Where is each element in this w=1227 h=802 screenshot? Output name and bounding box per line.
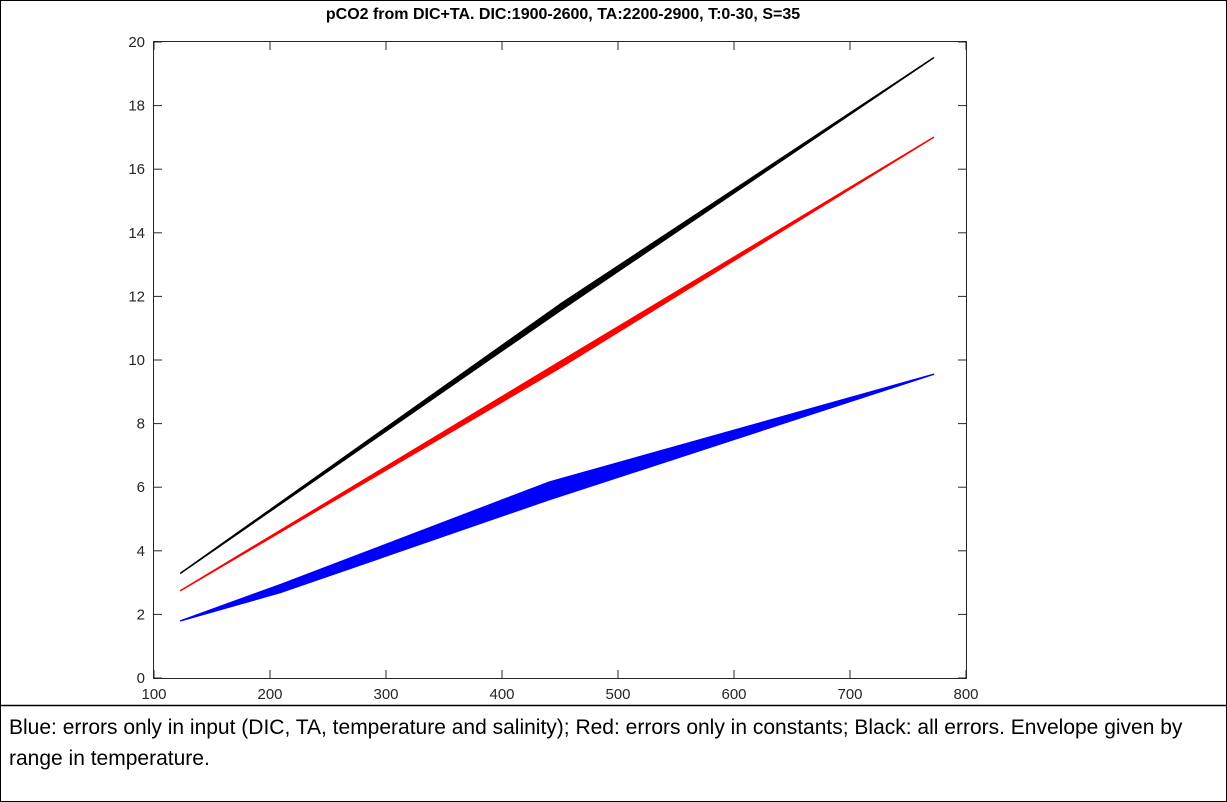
y-tick-label: 20 bbox=[128, 34, 145, 51]
x-tick-label: 300 bbox=[373, 686, 398, 703]
x-tick-label: 100 bbox=[141, 686, 166, 703]
chart-title: pCO2 from DIC+TA. DIC:1900-2600, TA:2200… bbox=[326, 6, 800, 23]
series-envelope-0 bbox=[179, 57, 935, 574]
series-envelope-1 bbox=[179, 136, 935, 592]
y-tick-label: 16 bbox=[128, 161, 145, 178]
y-tick-label: 8 bbox=[137, 416, 145, 433]
y-tick-label: 12 bbox=[128, 288, 145, 305]
y-tick-label: 0 bbox=[137, 670, 145, 687]
y-tick-label: 6 bbox=[137, 479, 145, 496]
data-series bbox=[179, 57, 935, 622]
x-tick-label: 500 bbox=[605, 686, 630, 703]
x-tick-label: 200 bbox=[257, 686, 282, 703]
y-tick-label: 10 bbox=[128, 352, 145, 369]
y-tick-label: 18 bbox=[128, 98, 145, 115]
y-tick-label: 4 bbox=[137, 543, 145, 560]
y-tick-label: 2 bbox=[137, 606, 145, 623]
x-tick-label: 800 bbox=[953, 686, 978, 703]
x-tick-label: 700 bbox=[837, 686, 862, 703]
axis-ticks: 100 200 300 400 500 600 700 800 0 2 4 6 8 10 12 14 16 18 2… bbox=[128, 34, 978, 703]
y-tick-label: 14 bbox=[128, 225, 145, 242]
x-tick-label: 400 bbox=[489, 686, 514, 703]
figure-caption: Blue: errors only in input (DIC, TA, tem… bbox=[9, 716, 1183, 770]
series-envelope-2 bbox=[179, 373, 935, 622]
plot-area bbox=[153, 41, 967, 679]
x-tick-label: 600 bbox=[721, 686, 746, 703]
